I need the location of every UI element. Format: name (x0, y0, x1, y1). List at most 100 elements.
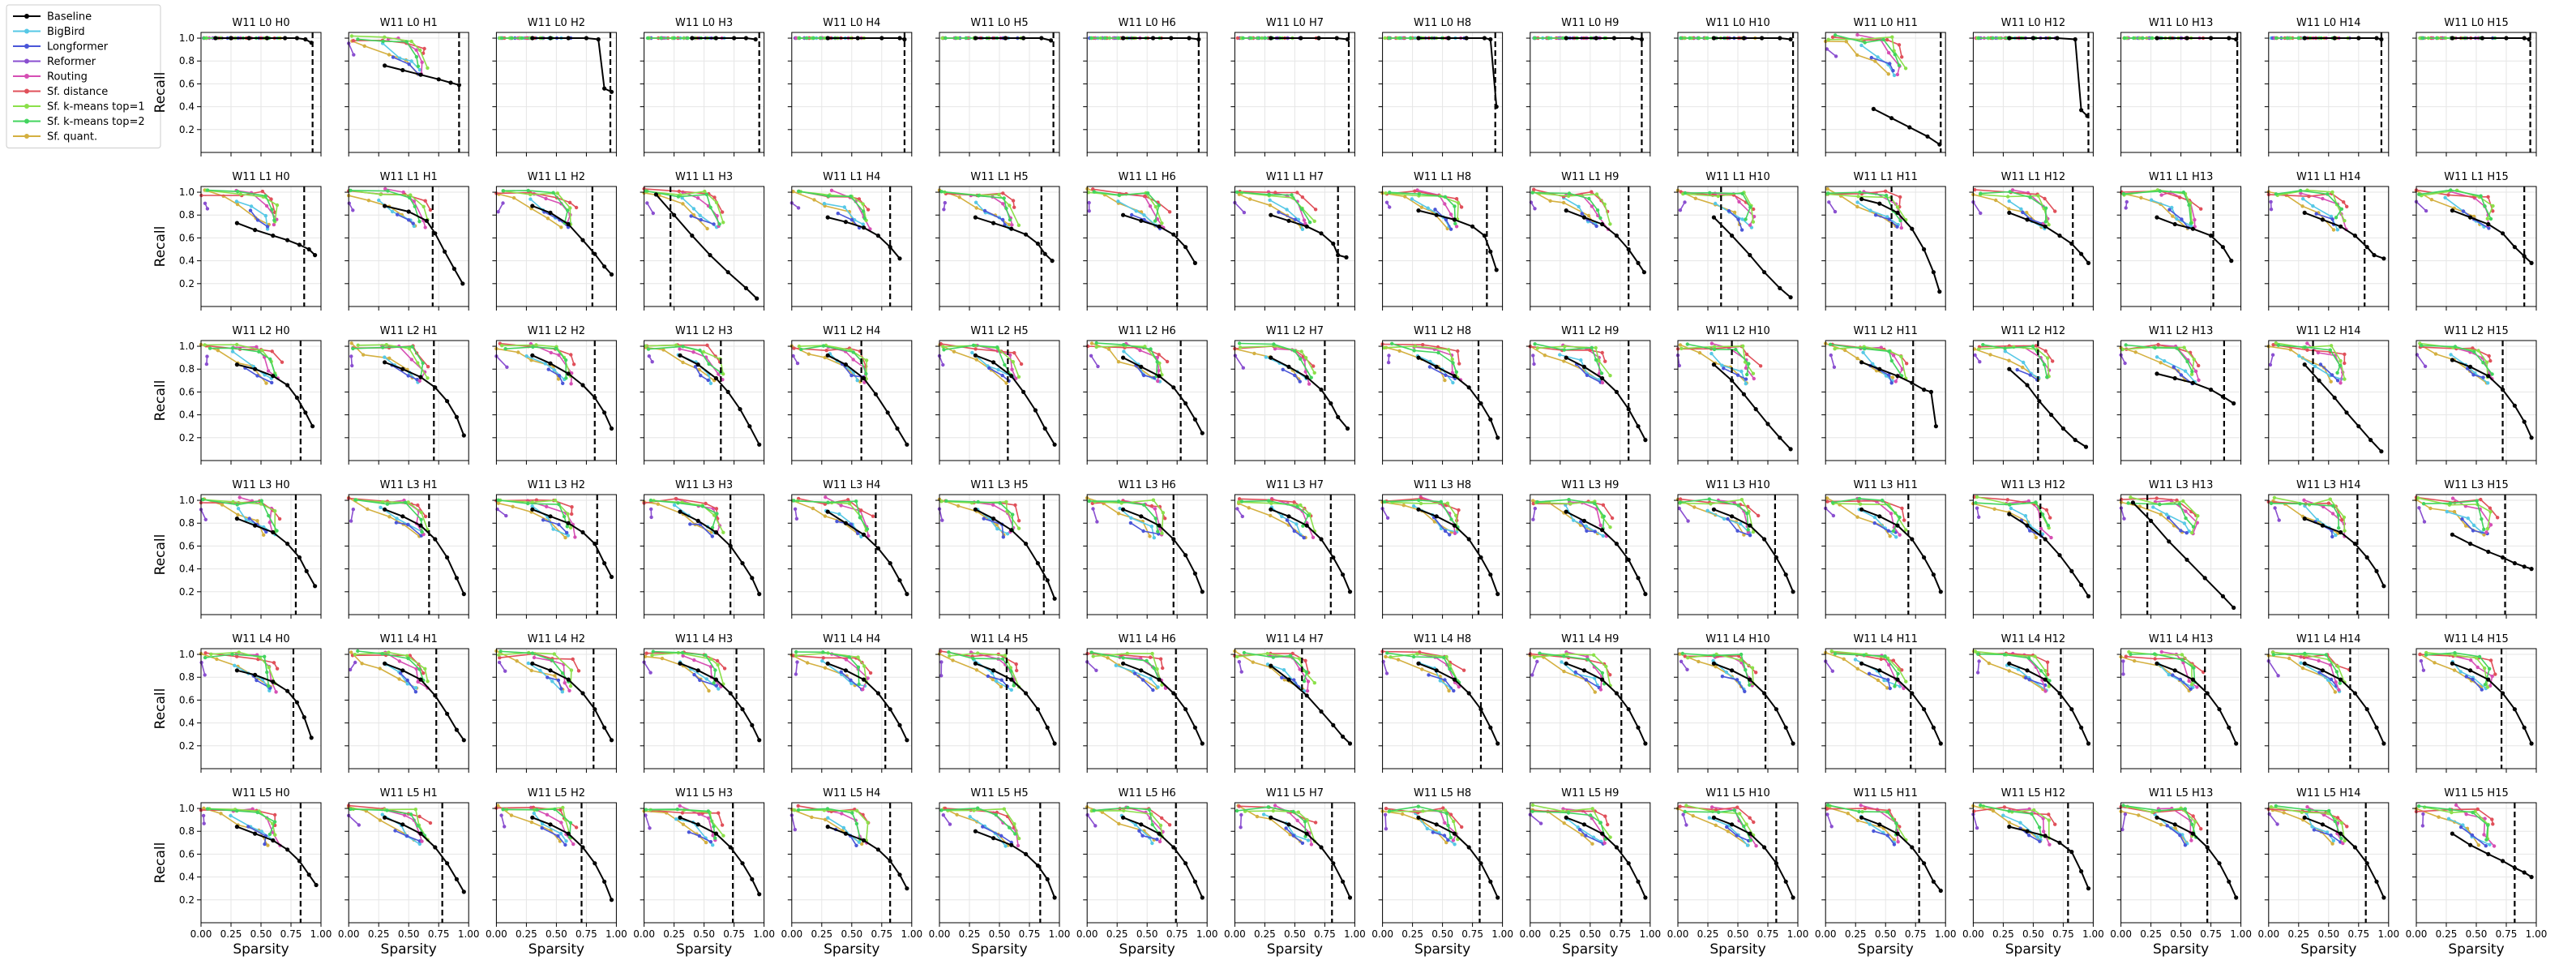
point-sf_kmeans2 (1008, 217, 1012, 222)
point-sf_distance (270, 349, 274, 354)
point-baseline (1187, 36, 1192, 41)
point-baseline (418, 523, 423, 528)
point-sf_kmeans1 (1153, 204, 1158, 209)
point-baseline (1434, 514, 1439, 519)
point-longformer (2330, 534, 2334, 539)
panel-title: W11 L3 H5 (970, 479, 1028, 491)
point-baseline (2486, 374, 2491, 379)
point-sf_quant (1007, 222, 1012, 227)
point-routing (851, 358, 855, 362)
panel-L1-H9: W11 L1 H9 (1525, 171, 1651, 311)
point-bigbird (1892, 73, 1897, 78)
point-sf_kmeans2 (1881, 37, 1885, 42)
point-sf_distance (567, 200, 572, 204)
point-baseline (548, 514, 553, 519)
point-bigbird (1149, 525, 1154, 529)
point-baseline (1482, 36, 1487, 41)
point-sf_kmeans1 (1890, 35, 1894, 39)
point-baseline (1316, 36, 1321, 41)
point-sf_kmeans1 (2343, 529, 2347, 533)
point-longformer (1886, 529, 1890, 533)
series-reformer (1972, 201, 1981, 214)
point-sf_kmeans2 (1858, 191, 1862, 195)
panel-L2-H2: W11 L2 H2 (492, 325, 617, 465)
point-sf_distance (1532, 187, 1536, 191)
point-sf_kmeans2 (419, 517, 423, 521)
point-longformer (836, 212, 841, 216)
point-sf_kmeans1 (1004, 499, 1008, 504)
point-routing (1598, 523, 1603, 527)
point-sf_quant (349, 341, 353, 345)
point-sf_kmeans2 (977, 194, 981, 198)
point-sf_kmeans2 (942, 348, 946, 352)
point-baseline (1778, 36, 1782, 41)
point-sf_kmeans1 (1160, 221, 1164, 225)
point-routing (1737, 199, 1741, 204)
point-bigbird (1872, 515, 1877, 520)
point-longformer (1141, 373, 1146, 378)
point-longformer (849, 373, 854, 378)
panel-L2-H13: W11 L2 H13 (2116, 325, 2242, 465)
point-baseline (747, 424, 752, 429)
point-routing (1453, 531, 1457, 535)
point-sf_kmeans1 (2343, 377, 2347, 381)
point-baseline (1788, 295, 1793, 300)
point-baseline (1042, 426, 1047, 431)
point-baseline (297, 242, 302, 247)
point-sf_quant (511, 195, 516, 200)
point-reformer (1241, 366, 1246, 370)
point-sf_kmeans2 (421, 361, 425, 365)
series-bigbird (382, 42, 421, 71)
point-longformer (2471, 373, 2475, 377)
point-baseline (1889, 116, 1894, 121)
panel-L3-H1: W11 L3 H1 (344, 479, 469, 619)
panel-title: W11 L2 H10 (1705, 325, 1770, 337)
point-sf_quant (1106, 347, 1111, 351)
point-sf_kmeans2 (2303, 345, 2307, 349)
point-baseline (2209, 36, 2214, 41)
panel-title: W11 L0 H6 (1119, 17, 1176, 29)
legend-label: Sf. quant. (47, 131, 97, 144)
point-sf_kmeans1 (231, 499, 235, 504)
point-routing (414, 48, 418, 52)
point-baseline (1299, 36, 1303, 41)
point-baseline (708, 253, 712, 258)
point-sf_quant (366, 199, 371, 203)
panel-L1-H4: W11 L1 H4 (787, 171, 913, 311)
point-longformer (265, 225, 270, 229)
point-baseline (1035, 241, 1040, 246)
point-bigbird (842, 205, 847, 209)
point-sf_kmeans2 (1267, 192, 1271, 197)
point-sf_kmeans2 (1117, 193, 1121, 197)
point-sf_quant (1732, 210, 1737, 215)
point-longformer (987, 366, 991, 371)
y-axis-label: Recall (152, 226, 169, 268)
point-longformer (2179, 529, 2183, 533)
panel-title: W11 L3 H2 (528, 479, 585, 491)
panel-L2-H11: W11 L2 H11 (1821, 325, 1946, 465)
point-sf_quant (1678, 343, 1683, 347)
point-sf_kmeans2 (1103, 36, 1107, 41)
point-longformer (1142, 217, 1146, 222)
point-longformer (1585, 529, 1589, 533)
point-sf_kmeans2 (2269, 501, 2274, 505)
point-sf_kmeans1 (1709, 502, 1713, 506)
point-baseline (1614, 389, 1619, 394)
point-sf_quant (952, 349, 956, 354)
point-bigbird (1709, 351, 1714, 356)
point-baseline (383, 63, 387, 68)
point-baseline (825, 509, 830, 514)
point-routing (1155, 355, 1160, 359)
point-routing (1748, 223, 1752, 227)
point-baseline (2060, 426, 2065, 431)
point-sf_distance (2199, 207, 2203, 211)
point-baseline (1171, 232, 1176, 237)
point-sf_quant (691, 213, 696, 217)
point-reformer (501, 201, 505, 205)
point-sf_kmeans1 (2491, 204, 2495, 208)
point-baseline (885, 410, 890, 415)
point-reformer (1388, 205, 1392, 209)
point-baseline (1748, 523, 1752, 528)
point-sf_distance (1902, 518, 1906, 522)
